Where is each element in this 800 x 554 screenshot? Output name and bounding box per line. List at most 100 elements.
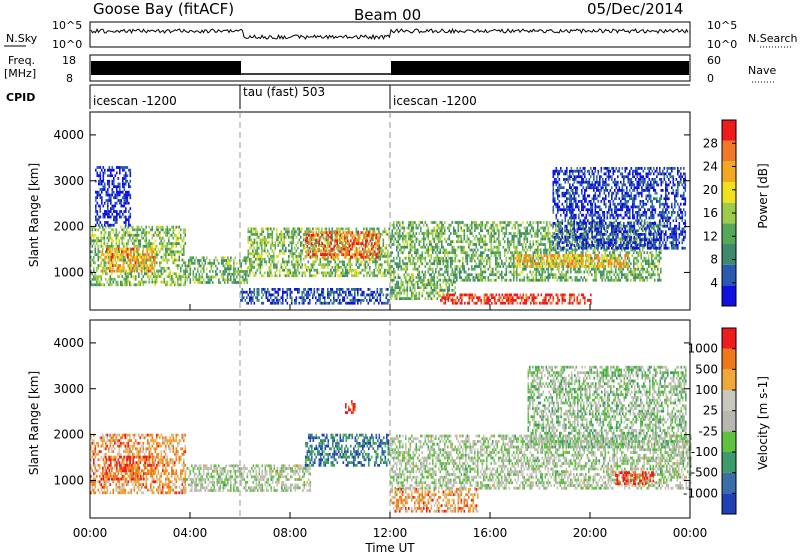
power-cell bbox=[171, 242, 173, 245]
power-cell bbox=[354, 290, 356, 294]
power-cell bbox=[508, 265, 511, 268]
nave-label: Nave bbox=[748, 64, 776, 77]
power-cell bbox=[312, 231, 315, 234]
power-cell bbox=[267, 233, 269, 236]
power-cell bbox=[305, 239, 307, 243]
power-cell bbox=[511, 240, 514, 244]
power-cell bbox=[181, 239, 184, 243]
power-cell bbox=[438, 245, 440, 249]
power-cell bbox=[283, 290, 286, 294]
power-cell bbox=[531, 234, 533, 238]
power-cell bbox=[561, 248, 563, 252]
power-cell bbox=[336, 263, 338, 267]
power-cell bbox=[360, 255, 363, 259]
power-cell bbox=[516, 267, 518, 271]
power-cell bbox=[589, 270, 592, 274]
power-cell bbox=[490, 243, 493, 246]
power-cell bbox=[138, 272, 140, 276]
power-cell bbox=[358, 288, 361, 291]
power-cell bbox=[253, 238, 256, 242]
power-cell bbox=[495, 293, 498, 297]
power-cell bbox=[277, 301, 280, 305]
power-cell bbox=[136, 255, 138, 259]
power-cell bbox=[357, 253, 360, 256]
power-cell bbox=[465, 256, 467, 260]
power-cell bbox=[144, 228, 146, 232]
power-cell bbox=[345, 244, 347, 247]
power-cell bbox=[385, 260, 388, 264]
power-cell bbox=[493, 234, 496, 238]
power-cell bbox=[555, 237, 557, 241]
power-cell bbox=[331, 301, 334, 305]
power-cell bbox=[162, 280, 164, 284]
power-cell bbox=[574, 270, 577, 274]
power-cell bbox=[445, 267, 448, 271]
power-cell bbox=[103, 261, 106, 265]
power-cell bbox=[450, 262, 452, 266]
power-cell bbox=[307, 249, 310, 253]
power-cell bbox=[513, 293, 516, 297]
power-cell bbox=[154, 272, 157, 276]
power-cell bbox=[547, 248, 550, 252]
power-cell bbox=[286, 263, 289, 267]
power-cell bbox=[91, 272, 94, 276]
power-cell bbox=[362, 253, 364, 256]
power-cell bbox=[393, 288, 395, 292]
power-cell bbox=[307, 293, 310, 297]
power-cell bbox=[360, 260, 362, 264]
power-cell bbox=[154, 250, 156, 254]
power-cell bbox=[236, 270, 238, 273]
power-cell bbox=[106, 255, 108, 259]
power-cell bbox=[609, 254, 611, 257]
power-cell bbox=[354, 271, 356, 275]
power-cell bbox=[322, 266, 325, 269]
power-cell bbox=[513, 276, 515, 279]
power-cell bbox=[135, 228, 137, 232]
power-cell bbox=[165, 247, 167, 251]
power-cell bbox=[523, 278, 526, 282]
power-cell bbox=[402, 226, 404, 230]
power-cell bbox=[307, 266, 310, 269]
power-cell bbox=[442, 245, 445, 249]
power-cell bbox=[376, 296, 379, 300]
power-cell bbox=[103, 258, 106, 262]
power-cell bbox=[151, 266, 154, 270]
power-cell bbox=[489, 273, 491, 277]
power-cell bbox=[171, 244, 173, 248]
power-cell bbox=[300, 252, 302, 256]
power-cell bbox=[337, 263, 340, 267]
power-cell bbox=[262, 249, 265, 253]
power-cell bbox=[297, 241, 299, 245]
power-cell bbox=[417, 259, 419, 263]
power-cell bbox=[152, 250, 155, 254]
power-cell bbox=[393, 273, 395, 277]
power-cell bbox=[116, 266, 119, 270]
power-cell bbox=[468, 243, 470, 246]
power-cell bbox=[541, 265, 544, 268]
power-cell bbox=[210, 278, 213, 282]
power-cell bbox=[481, 237, 484, 241]
power-cell bbox=[297, 268, 299, 272]
power-cell bbox=[160, 272, 163, 276]
power-cell bbox=[432, 251, 434, 255]
power-cell bbox=[463, 251, 466, 255]
power-cell bbox=[227, 272, 229, 276]
power-cell bbox=[377, 239, 379, 243]
power-cell bbox=[531, 299, 534, 302]
power-cell bbox=[139, 264, 142, 267]
power-cell bbox=[313, 244, 316, 247]
power-cell bbox=[439, 226, 442, 230]
power-cell bbox=[298, 271, 301, 275]
power-cell bbox=[301, 301, 304, 305]
power-cell bbox=[372, 271, 374, 275]
power-cell bbox=[402, 288, 404, 292]
power-cell bbox=[109, 225, 112, 229]
power-cell bbox=[541, 276, 544, 279]
power-cell bbox=[408, 278, 410, 282]
power-cell bbox=[456, 267, 458, 271]
power-cell bbox=[435, 286, 437, 289]
power-cell bbox=[332, 255, 334, 259]
power-cell bbox=[556, 278, 559, 282]
power-cell bbox=[117, 280, 119, 284]
power-cell bbox=[475, 251, 478, 255]
